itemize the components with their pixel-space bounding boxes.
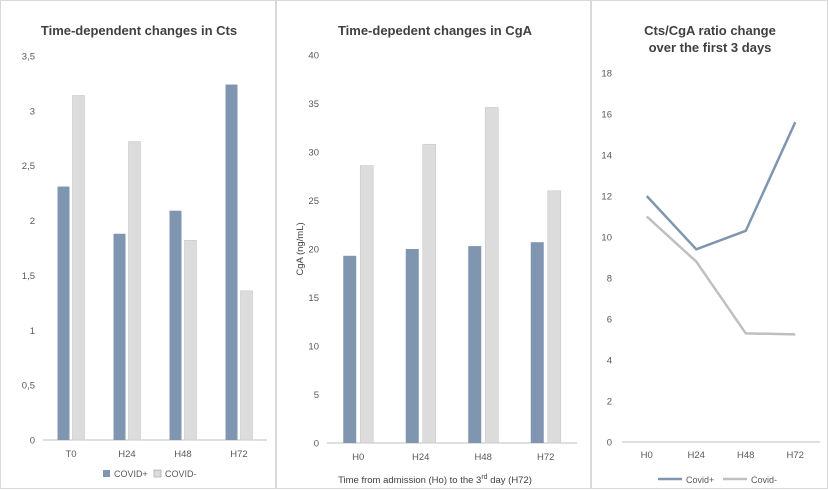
legend-label-covid-pos: COVID+ bbox=[114, 469, 148, 479]
y-tick-label: 8 bbox=[607, 274, 612, 285]
x-tick-label: H0 bbox=[352, 452, 364, 463]
x-tick-label: H72 bbox=[787, 450, 804, 461]
ratio-legend: Covid+ Covid- bbox=[658, 475, 777, 485]
cts-chart-title: Time-dependent changes in Cts bbox=[41, 23, 237, 38]
legend-swatch-covid-neg bbox=[153, 469, 162, 478]
bar-covid-pos-h24 bbox=[113, 233, 126, 440]
y-tick-label: 18 bbox=[601, 69, 612, 80]
y-tick-label: 40 bbox=[308, 51, 319, 62]
y-tick-label: 6 bbox=[607, 315, 612, 326]
y-tick-label: 3 bbox=[30, 106, 35, 117]
x-tick-label: H24 bbox=[412, 452, 429, 463]
ratio-chart-title-line1: Cts/CgA ratio change bbox=[644, 23, 776, 38]
ratio-chart-title-line2: over the first 3 days bbox=[649, 40, 772, 55]
legend-swatch-covid-pos bbox=[103, 470, 110, 477]
bar-covid-pos-h72 bbox=[225, 84, 238, 441]
ratio-chart-panel: Cts/CgA ratio change over the first 3 da… bbox=[591, 0, 828, 489]
bar-covid-neg-h0 bbox=[359, 165, 374, 444]
y-tick-label: 10 bbox=[308, 342, 319, 353]
y-tick-label: 0,5 bbox=[22, 381, 35, 392]
x-tick-label: H72 bbox=[537, 452, 554, 463]
x-tick-label: H48 bbox=[174, 449, 191, 460]
cts-legend: COVID+ COVID- bbox=[103, 469, 197, 479]
x-tick-label: H48 bbox=[737, 450, 754, 461]
y-tick-label: 12 bbox=[601, 192, 612, 203]
y-tick-label: 15 bbox=[308, 293, 319, 304]
x-tick-label: H24 bbox=[688, 450, 705, 461]
bar-covid-neg-h72 bbox=[547, 190, 562, 444]
y-tick-label: 2,5 bbox=[22, 161, 35, 172]
bar-covid-pos-h72 bbox=[530, 242, 544, 443]
y-tick-label: 10 bbox=[601, 233, 612, 244]
bar-covid-pos-t0 bbox=[57, 186, 70, 440]
bar-covid-neg-h48 bbox=[184, 240, 197, 441]
x-tick-label: H24 bbox=[118, 449, 135, 460]
bar-covid-neg-h48 bbox=[484, 107, 499, 444]
x-tick-label: H48 bbox=[475, 452, 492, 463]
bar-covid-pos-h48 bbox=[468, 246, 482, 443]
y-tick-label: 0 bbox=[607, 438, 612, 449]
x-tick-label: T0 bbox=[65, 449, 76, 460]
y-tick-label: 0 bbox=[30, 436, 35, 447]
bar-covid-neg-h72 bbox=[240, 290, 253, 441]
x-tick-label: H0 bbox=[641, 450, 653, 461]
legend-label-covid-pos: Covid+ bbox=[686, 475, 714, 485]
y-tick-label: 20 bbox=[308, 245, 319, 256]
y-tick-label: 30 bbox=[308, 148, 319, 159]
y-tick-label: 3,5 bbox=[22, 52, 35, 63]
y-tick-label: 5 bbox=[314, 390, 319, 401]
y-tick-label: 35 bbox=[308, 99, 319, 110]
y-tick-label: 1,5 bbox=[22, 271, 35, 282]
y-tick-label: 2 bbox=[30, 216, 35, 227]
bar-covid-pos-h0 bbox=[343, 255, 357, 443]
bar-covid-pos-h24 bbox=[405, 249, 419, 443]
y-tick-label: 0 bbox=[314, 439, 319, 450]
series-line-covid-pos bbox=[645, 121, 797, 251]
legend-label-covid-neg: COVID- bbox=[165, 469, 197, 479]
bar-covid-neg-t0 bbox=[72, 95, 85, 441]
bar-covid-neg-h24 bbox=[422, 143, 437, 444]
bar-covid-pos-h48 bbox=[169, 210, 182, 440]
y-tick-label: 2 bbox=[607, 397, 612, 408]
ratio-line-chart: Cts/CgA ratio change over the first 3 da… bbox=[601, 23, 820, 485]
cga-bar-chart: Time-depedent changes in CgA 0 5 10 15 20 25 3… bbox=[295, 23, 577, 486]
cts-bar-chart: Time-dependent changes in Cts 0 0,5 1 1,5 2 2… bbox=[22, 23, 267, 479]
series-line-covid-neg bbox=[645, 215, 796, 336]
cga-x-axis-label: Time from admission (Ho) to the 3rd day … bbox=[338, 474, 532, 486]
bar-covid-neg-h24 bbox=[128, 141, 141, 441]
y-tick-label: 25 bbox=[308, 196, 319, 207]
legend-label-covid-neg: Covid- bbox=[751, 475, 777, 485]
cts-chart-panel: Time-dependent changes in Cts 0 0,5 1 1,5 2 2… bbox=[0, 0, 276, 489]
y-tick-label: 14 bbox=[601, 151, 612, 162]
cga-y-axis-label: CgA (ng/mL) bbox=[295, 222, 306, 275]
y-tick-label: 4 bbox=[607, 356, 612, 367]
y-tick-label: 1 bbox=[30, 326, 35, 337]
y-tick-label: 16 bbox=[601, 110, 612, 121]
cga-chart-title: Time-depedent changes in CgA bbox=[338, 23, 533, 38]
x-tick-label: H72 bbox=[230, 449, 247, 460]
cga-chart-panel: Time-depedent changes in CgA 0 5 10 15 20 25 3… bbox=[276, 0, 591, 489]
